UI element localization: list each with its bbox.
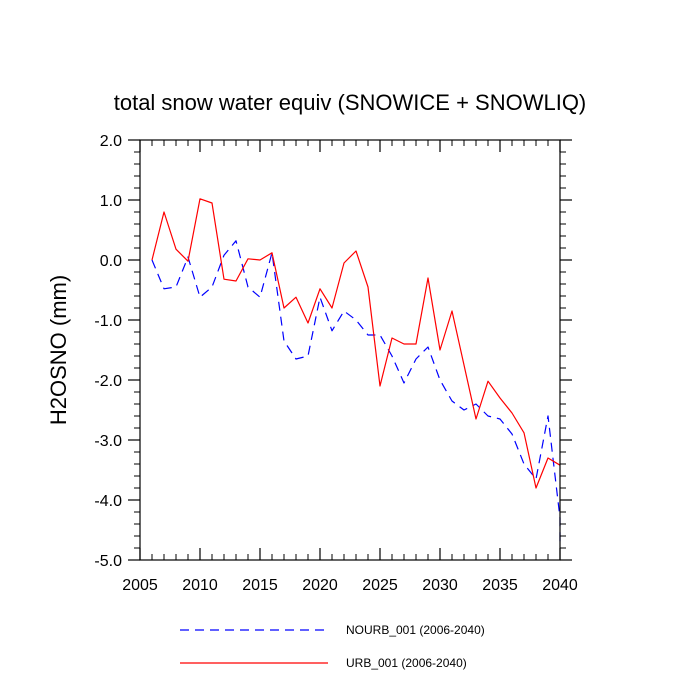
y-tick-label: -3.0 — [94, 433, 122, 450]
y-tick-label: -2.0 — [94, 373, 122, 390]
series-line-urb — [151, 198, 561, 489]
x-tick-label: 2020 — [302, 577, 338, 594]
x-tick-label: 2015 — [242, 577, 278, 594]
x-tick-label: 2005 — [122, 577, 158, 594]
y-tick-label: 0.0 — [100, 253, 122, 270]
y-tick-label: 1.0 — [100, 193, 122, 210]
series-layer — [151, 198, 561, 542]
y-axis-label: H2OSNO (mm) — [46, 275, 71, 425]
x-tick-label: 2025 — [362, 577, 398, 594]
x-tick-label: 2030 — [422, 577, 458, 594]
series-line-nourb — [151, 240, 561, 542]
legend-label: URB_001 (2006-2040) — [346, 656, 467, 670]
y-tick-label: -5.0 — [94, 553, 122, 570]
legend: NOURB_001 (2006-2040) URB_001 (2006-2040) — [180, 623, 485, 670]
ticks-layer: 2005 2010 2015 2020 2025 2030 2035 2040 -5.0 -4.0… — [94, 133, 577, 594]
legend-label: NOURB_001 (2006-2040) — [346, 623, 485, 637]
x-tick-label: 2040 — [542, 577, 578, 594]
y-tick-label: -1.0 — [94, 313, 122, 330]
plot-frame — [139, 139, 561, 561]
x-tick-label: 2010 — [182, 577, 218, 594]
x-tick-label: 2035 — [482, 577, 518, 594]
y-tick-label: -4.0 — [94, 493, 122, 510]
chart-title: total snow water equiv (SNOWICE + SNOWLI… — [114, 90, 587, 115]
y-tick-label: 2.0 — [100, 133, 122, 150]
